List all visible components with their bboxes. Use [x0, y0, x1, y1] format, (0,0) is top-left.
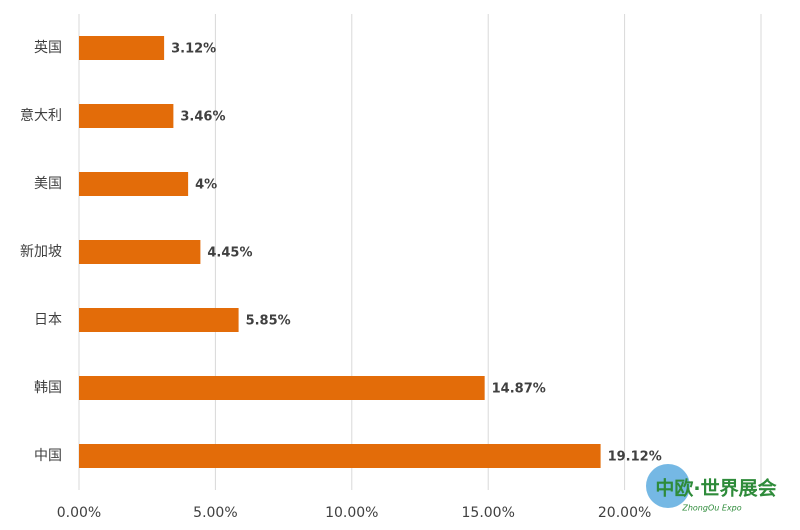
value-label: 14.87% [492, 382, 546, 397]
watermark-subtitle: ZhongOu Expo [681, 504, 741, 513]
y-tick-label: 英国 [34, 39, 62, 56]
bar [79, 376, 485, 400]
x-tick-label: 10.00% [325, 505, 378, 521]
value-label: 4.45% [207, 246, 252, 261]
y-tick-label: 美国 [34, 176, 62, 192]
watermark-title: 中欧·世界展会 [655, 477, 776, 500]
value-label: 5.85% [246, 314, 291, 329]
x-tick-label: 20.00% [598, 505, 651, 521]
y-tick-label: 中国 [34, 448, 62, 464]
value-label: 3.46% [180, 110, 225, 125]
value-label: 19.12% [608, 450, 662, 465]
y-tick-label: 意大利 [20, 107, 62, 124]
value-label: 4% [195, 178, 217, 193]
y-tick-label: 韩国 [34, 380, 62, 396]
bar [79, 240, 201, 264]
y-tick-label: 日本 [34, 312, 62, 328]
bar [79, 104, 174, 128]
x-tick-label: 0.00% [57, 505, 101, 521]
bar [79, 172, 189, 196]
bar [79, 308, 239, 332]
y-tick-label: 新加坡 [20, 244, 62, 260]
watermark: 中欧·世界展会 ZhongOu Expo [646, 464, 777, 513]
x-tick-label: 5.00% [193, 505, 237, 521]
value-label: 3.12% [171, 42, 216, 57]
bar [79, 444, 601, 468]
x-tick-label: 15.00% [462, 505, 515, 521]
bar [79, 36, 165, 60]
watermark-globe [646, 464, 690, 508]
